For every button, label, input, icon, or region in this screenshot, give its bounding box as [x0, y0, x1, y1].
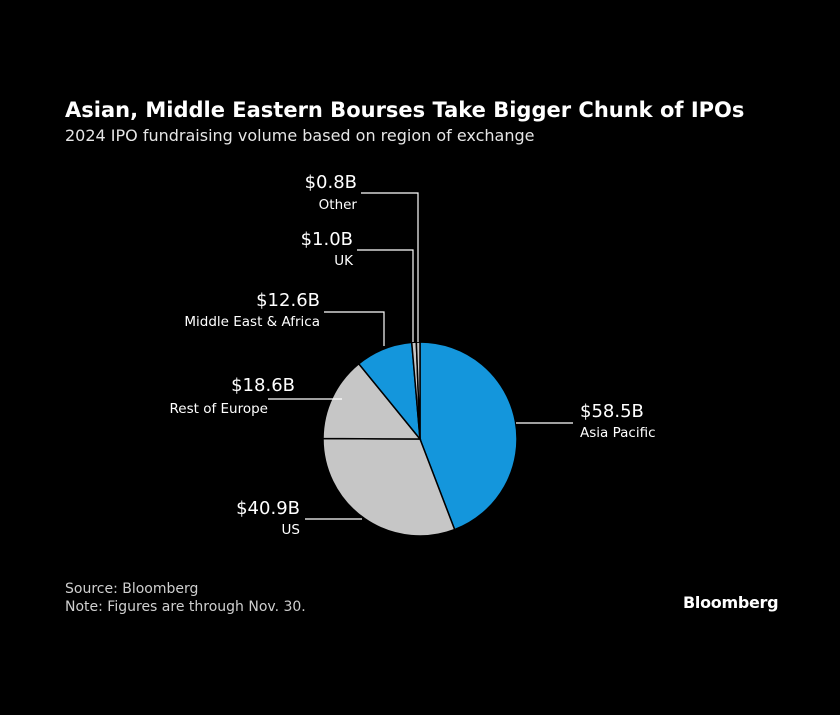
slice-category-label: Other [319, 197, 358, 213]
slice-value-label: $1.0B [301, 229, 353, 250]
pie-slice-rest-of-europe [322, 362, 422, 440]
chart-title: Asian, Middle Eastern Bourses Take Bigge… [65, 98, 745, 122]
slice-category-label: UK [334, 253, 354, 269]
slice-value-label: $12.6B [256, 290, 320, 311]
chart-footer: Source: Bloomberg Note: Figures are thro… [65, 580, 306, 616]
slice-value-label: $18.6B [231, 375, 295, 396]
pie-slice-us [322, 437, 456, 537]
leader-line [324, 311, 385, 346]
pie-slice-other [415, 341, 421, 440]
leader-line [361, 192, 419, 342]
slice-category-label: Asia Pacific [580, 425, 656, 441]
chart-subtitle: 2024 IPO fundraising volume based on reg… [65, 126, 535, 145]
source-note: Source: Bloomberg [65, 581, 199, 597]
slice-category-label: Rest of Europe [170, 401, 268, 417]
pie-slice-asia-pacific [419, 341, 518, 531]
leader-line [357, 249, 414, 342]
slice-value-label: $58.5B [580, 401, 644, 422]
footnote: Note: Figures are through Nov. 30. [65, 599, 306, 615]
slice-category-label: Middle East & Africa [184, 314, 320, 330]
slice-category-label: US [282, 522, 300, 538]
slice-value-label: $0.8B [305, 172, 357, 193]
slice-value-label: $40.9B [236, 498, 300, 519]
bloomberg-logo: Bloomberg [683, 593, 779, 612]
